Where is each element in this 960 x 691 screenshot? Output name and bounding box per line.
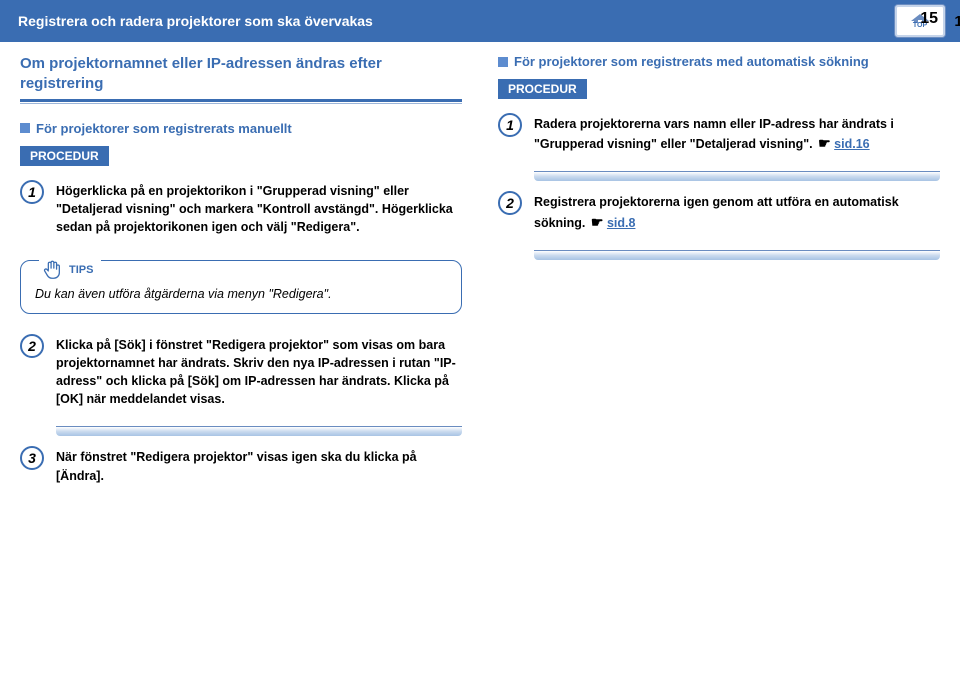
step-text-pre: Registrera projektorerna igen genom att … (534, 195, 899, 229)
right-sub-heading: För projektorer som registrerats med aut… (498, 54, 940, 69)
section-title: Om projektornamnet eller IP-adressen änd… (20, 54, 462, 95)
bullet-square-icon (20, 123, 30, 133)
content-area: Om projektornamnet eller IP-adressen änd… (0, 42, 960, 529)
step-separator (534, 171, 940, 181)
step-separator (56, 426, 462, 436)
step-text: Radera projektorerna vars namn eller IP-… (534, 113, 940, 153)
step-text: Registrera projektorerna igen genom att … (534, 191, 940, 231)
page-header: Registrera och radera projektorer som sk… (0, 0, 960, 42)
tips-label-text: TIPS (69, 264, 93, 276)
tips-label: TIPS (39, 259, 101, 281)
page-link[interactable]: sid.16 (834, 137, 869, 151)
left-sub-heading: För projektorer som registrerats manuell… (20, 121, 462, 136)
tips-box: TIPS Du kan även utföra åtgärderna via m… (20, 260, 462, 314)
procedure-badge-left: PROCEDUR (20, 146, 109, 166)
step-number: 2 (498, 191, 522, 215)
pointer-icon: ☛ (818, 135, 831, 151)
procedure-badge-right: PROCEDUR (498, 79, 587, 99)
step-text: När fönstret "Redigera projektor" visas … (56, 446, 462, 484)
step-text: Klicka på [Sök] i fönstret "Redigera pro… (56, 334, 462, 409)
step-number: 1 (498, 113, 522, 137)
step-item: 1 Högerklicka på en projektorikon i "Gru… (20, 180, 462, 246)
step-item: 1 Radera projektorerna vars namn eller I… (498, 113, 940, 163)
page-link[interactable]: sid.8 (607, 216, 636, 230)
tips-text: Du kan även utföra åtgärderna via menyn … (35, 287, 332, 301)
left-sub-heading-text: För projektorer som registrerats manuell… (36, 121, 292, 136)
header-title: Registrera och radera projektorer som sk… (18, 13, 373, 29)
step-item: 2 Klicka på [Sök] i fönstret "Redigera p… (20, 334, 462, 419)
page-number: 15 (954, 13, 960, 30)
step-separator (534, 250, 940, 260)
step-number: 2 (20, 334, 44, 358)
page-num-overlay: 15 (920, 10, 938, 28)
pointer-icon: ☛ (591, 214, 604, 230)
step-item: 2 Registrera projektorerna igen genom at… (498, 191, 940, 241)
step-text: Högerklicka på en projektorikon i "Grupp… (56, 180, 462, 236)
bullet-square-icon (498, 57, 508, 67)
left-column: Om projektornamnet eller IP-adressen änd… (20, 54, 462, 509)
step-number: 1 (20, 180, 44, 204)
right-column: För projektorer som registrerats med aut… (498, 54, 940, 509)
hand-icon (41, 259, 63, 281)
step-item: 3 När fönstret "Redigera projektor" visa… (20, 446, 462, 494)
right-sub-heading-text: För projektorer som registrerats med aut… (514, 54, 869, 69)
step-number: 3 (20, 446, 44, 470)
section-underline (20, 99, 462, 107)
